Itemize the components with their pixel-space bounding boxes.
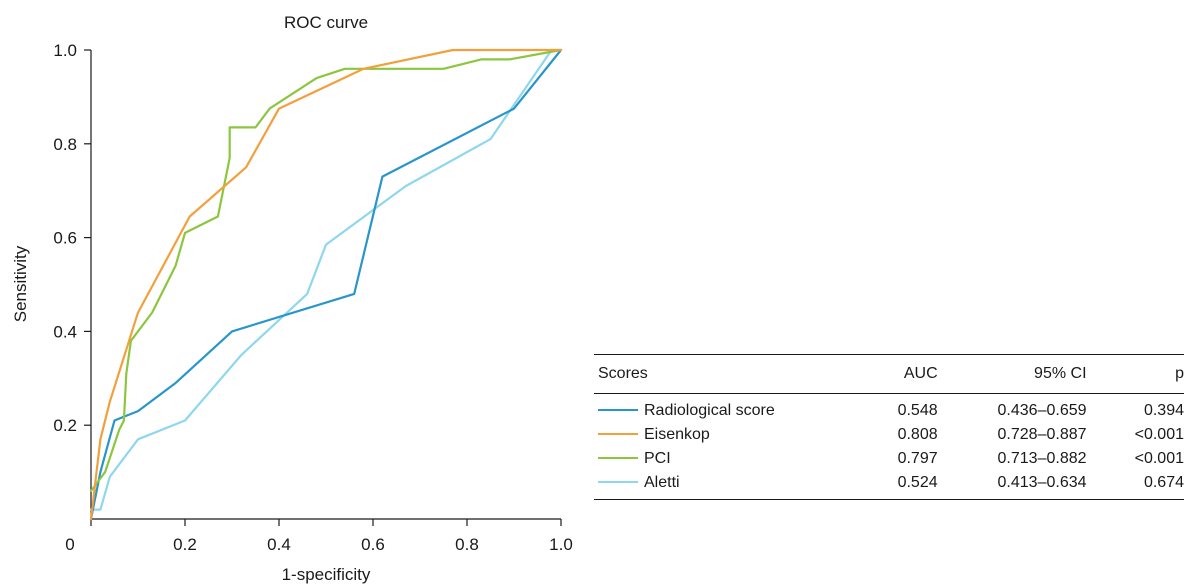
- score-name: PCI: [644, 450, 671, 467]
- p-value: <0.001: [1134, 426, 1184, 443]
- auc-value: 0.548: [897, 402, 938, 419]
- y-tick-label: 0.4: [53, 322, 77, 341]
- auc-value: 0.797: [897, 450, 938, 467]
- x-axis-label: 1-specificity: [282, 565, 371, 584]
- y-tick-label: 0.8: [53, 135, 77, 154]
- header-p: p: [1175, 365, 1184, 382]
- x-tick-label: 0.2: [173, 535, 197, 554]
- score-name: Radiological score: [644, 402, 775, 419]
- axes: 0 0.2 0.4 0.6 0.8 1.0 0.2 0.4 0.6 0.8 1.0: [53, 41, 572, 554]
- x-tick-label: 0.4: [267, 535, 291, 554]
- roc-chart: ROC curve Sensitivity 1-specificity 0 0.2…: [11, 13, 573, 584]
- series-line-eisenkop: [89, 48, 563, 521]
- p-value: 0.674: [1143, 474, 1184, 491]
- x-tick-label: 0.8: [455, 535, 479, 554]
- score-name: Aletti: [644, 474, 680, 491]
- x-tick-label: 0: [65, 535, 74, 554]
- table-row: Aletti 0.524 0.413–0.634 0.674: [594, 471, 1184, 500]
- y-axis-label: Sensitivity: [11, 245, 30, 322]
- auc-value: 0.524: [897, 474, 938, 491]
- header-auc: AUC: [903, 365, 938, 382]
- legend-swatch: [598, 408, 638, 412]
- table-row: PCI 0.797 0.713–0.882 <0.001: [594, 447, 1184, 471]
- legend-swatch: [598, 456, 638, 460]
- table-row: Eisenkop 0.808 0.728–0.887 <0.001: [594, 423, 1184, 447]
- p-value: 0.394: [1143, 402, 1184, 419]
- series-group: [89, 48, 563, 521]
- ci-value: 0.728–0.887: [997, 426, 1087, 443]
- legend-swatch: [598, 480, 638, 484]
- x-tick-label: 0.6: [361, 535, 385, 554]
- ci-value: 0.413–0.634: [997, 474, 1087, 491]
- y-tick-label: 0.2: [53, 416, 77, 435]
- series-line-radiological-score: [89, 48, 563, 521]
- legend-swatch: [598, 432, 638, 436]
- auc-value: 0.808: [897, 426, 938, 443]
- p-value: <0.001: [1134, 450, 1184, 467]
- table-row: Radiological score 0.548 0.436–0.659 0.3…: [594, 394, 1184, 424]
- ci-value: 0.713–0.882: [997, 450, 1087, 467]
- series-line-aletti: [89, 48, 563, 511]
- header-ci: 95% CI: [1034, 365, 1087, 382]
- y-tick-label: 0.6: [53, 229, 77, 248]
- table-header-row: Scores AUC 95% CI p: [594, 354, 1184, 394]
- header-scores: Scores: [598, 365, 648, 382]
- chart-title: ROC curve: [284, 13, 368, 32]
- auc-table: Scores AUC 95% CI p Radiological score 0…: [594, 354, 1184, 500]
- ci-value: 0.436–0.659: [997, 402, 1087, 419]
- score-name: Eisenkop: [644, 426, 710, 443]
- y-tick-label: 1.0: [53, 41, 77, 60]
- x-tick-label: 1.0: [549, 535, 573, 554]
